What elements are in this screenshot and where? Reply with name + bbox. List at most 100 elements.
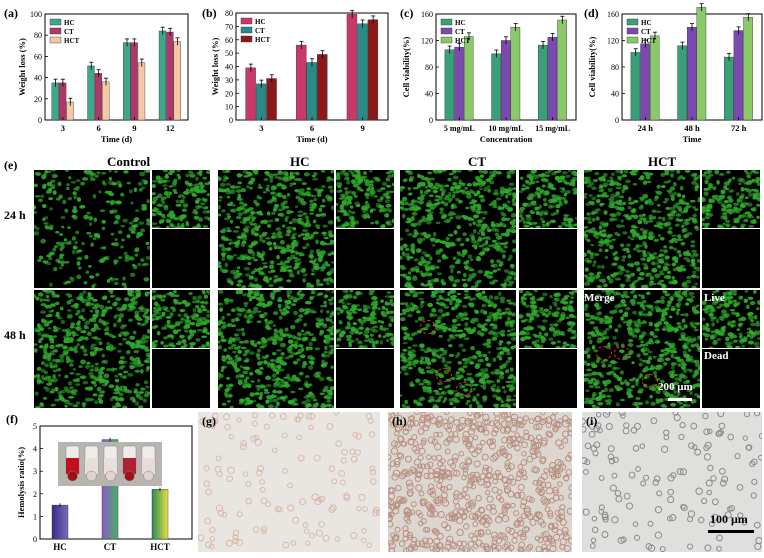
cell: [686, 253, 691, 256]
cell: [694, 208, 699, 210]
cell: [364, 345, 367, 348]
cell: [599, 279, 602, 282]
cell: [218, 199, 222, 201]
cell: [245, 310, 250, 314]
bar-hct-6: [102, 82, 109, 120]
cell: [587, 217, 592, 221]
cell: [636, 325, 641, 328]
cell: [64, 375, 68, 378]
cell: [541, 340, 545, 343]
cell: [146, 199, 149, 203]
cell: [429, 177, 435, 180]
cell: [265, 376, 271, 381]
cell: [508, 183, 514, 186]
cell: [649, 281, 653, 284]
cell: [72, 236, 76, 240]
cell: [417, 174, 421, 178]
cell: [228, 239, 231, 241]
cell: [340, 331, 346, 335]
cell: [106, 307, 112, 310]
cell: [81, 298, 86, 303]
cell: [716, 180, 719, 185]
cell: [355, 328, 359, 332]
cell: [142, 334, 147, 339]
cell: [649, 322, 653, 326]
column-label-ct: CT: [468, 154, 486, 170]
cell: [640, 258, 646, 261]
cell: [351, 180, 355, 185]
cell: [392, 219, 394, 224]
cell: [446, 245, 450, 248]
cell: [428, 400, 432, 403]
cell: [488, 244, 493, 247]
cell: [340, 204, 345, 208]
cell: [407, 405, 410, 408]
cell: [126, 234, 130, 238]
cell: [68, 396, 74, 399]
cell: [605, 222, 609, 226]
cell: [124, 252, 128, 256]
cell: [478, 170, 482, 173]
cell: [430, 368, 435, 371]
cell: [304, 172, 310, 176]
cell: [75, 373, 81, 376]
cell: [688, 298, 693, 302]
cell: [649, 254, 654, 257]
cell: [634, 280, 639, 282]
cell: [420, 356, 424, 360]
cell: [81, 330, 86, 333]
cell: [439, 248, 443, 251]
cell: [235, 226, 240, 229]
cell: [255, 385, 260, 388]
cell: [500, 404, 503, 407]
fluorescence-merge-ct-24h: [400, 170, 516, 288]
cell: [140, 369, 144, 374]
cell: [110, 398, 114, 402]
cell: [120, 375, 125, 378]
cell: [385, 301, 388, 305]
cell: [120, 326, 125, 330]
bar-ct-24-h: [641, 44, 650, 120]
cell: [353, 295, 358, 299]
cell: [108, 181, 114, 185]
cell: [707, 187, 711, 191]
cell: [506, 351, 510, 355]
cell: [306, 403, 311, 407]
cell: [624, 248, 629, 251]
cell: [286, 265, 292, 267]
cell: [531, 223, 536, 225]
cell: [105, 380, 109, 384]
cell: [478, 236, 482, 240]
cell: [119, 313, 124, 318]
cell: [441, 391, 446, 395]
cell: [70, 277, 74, 282]
cell: [436, 298, 440, 301]
cell: [623, 304, 627, 307]
cell: [109, 347, 113, 351]
cell: [454, 185, 458, 189]
cell: [311, 361, 315, 365]
fluorescence-live-ct-48h: [519, 290, 577, 348]
cell: [160, 341, 164, 345]
cell: [189, 173, 195, 177]
legend-swatch-hc: [241, 18, 252, 24]
cell: [488, 351, 491, 353]
cell: [462, 279, 467, 282]
cell: [253, 343, 257, 347]
cell: [271, 296, 274, 300]
cell: [275, 218, 280, 222]
cell: [42, 204, 46, 208]
cell: [166, 226, 170, 228]
cell: [274, 246, 277, 250]
cell: [272, 232, 277, 236]
cell: [482, 248, 486, 251]
cell: [405, 229, 409, 233]
cell: [245, 273, 250, 277]
cell: [453, 406, 456, 408]
cell: [228, 357, 233, 361]
cell: [91, 344, 97, 347]
cell: [630, 238, 634, 241]
cell: [59, 254, 64, 257]
cell: [456, 225, 461, 229]
cell: [224, 263, 228, 268]
